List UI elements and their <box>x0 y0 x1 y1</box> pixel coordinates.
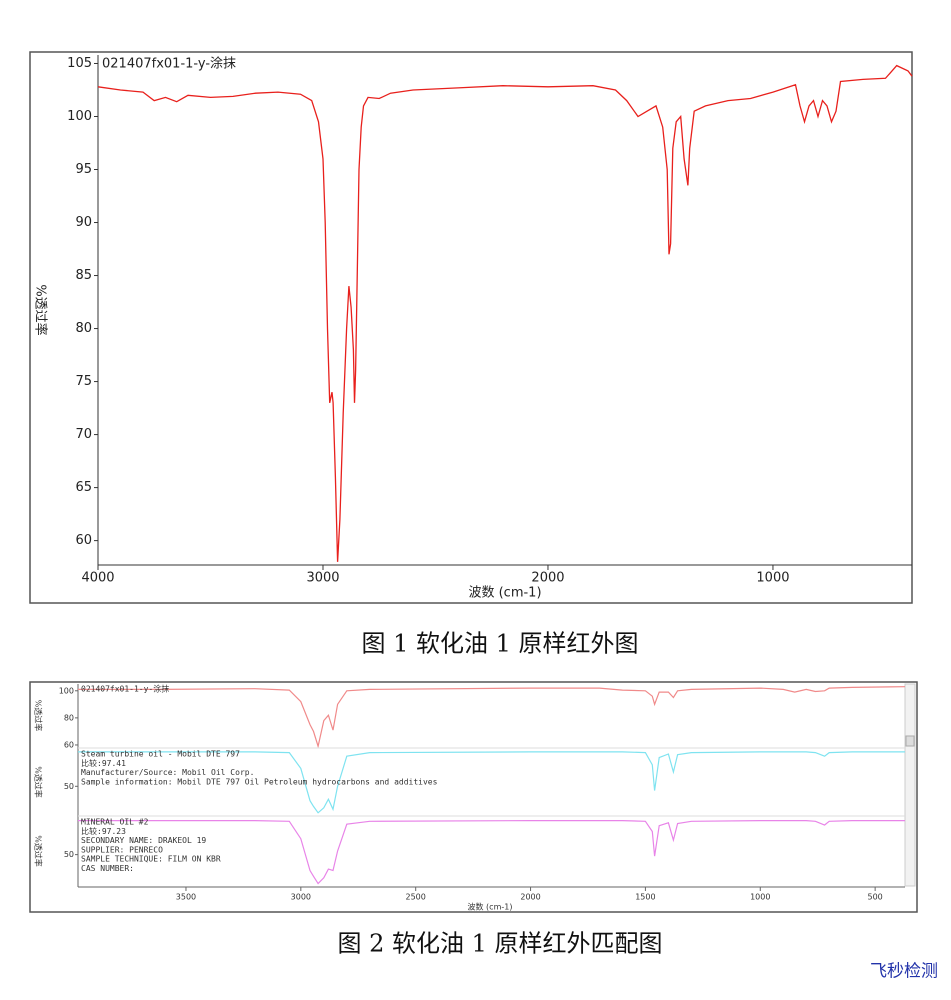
scroll-thumb[interactable] <box>905 735 915 747</box>
spectrum-line <box>78 686 906 749</box>
panel-note: 比较:97.41 <box>81 758 126 768</box>
y-tick-label: 60 <box>75 533 92 548</box>
panel-note: 021407fx01-1-y-涂抹 <box>81 684 169 694</box>
caption: 图 2 软化油 1 原样红外匹配图 <box>337 930 662 958</box>
x-axis-label: 波数 (cm-1) <box>468 586 541 601</box>
caption: 图 1 软化油 1 原样红外图 <box>361 630 638 658</box>
x-tick-label: 3500 <box>176 893 196 902</box>
figure-frame <box>29 681 918 913</box>
figure-frame <box>29 51 913 604</box>
scrollbar[interactable] <box>904 683 916 887</box>
y-tick-label: 65 <box>75 480 92 495</box>
x-axis-label: 波数 (cm-1) <box>468 902 513 912</box>
y-axis-label: %透过率 <box>34 700 44 732</box>
y-tick-label: 50 <box>64 782 74 791</box>
panel-note: Manufacturer/Source: Mobil Oil Corp. <box>81 768 254 777</box>
spectrum-line <box>78 751 905 814</box>
x-tick-label: 2000 <box>520 893 540 902</box>
y-axis-label: %透过率 <box>34 766 44 798</box>
x-tick-label: 2000 <box>531 571 564 586</box>
x-tick-label: 3000 <box>291 893 311 902</box>
spectrum-line <box>78 820 905 885</box>
x-tick-label: 1000 <box>750 893 770 902</box>
panel-note: SUPPLIER: PENRECO <box>81 845 163 854</box>
x-tick-label: 1000 <box>756 571 789 586</box>
y-tick-label: 85 <box>75 268 92 283</box>
watermark: 飞秒检测 <box>870 962 938 982</box>
x-tick-label: 3000 <box>306 571 339 586</box>
x-tick-label: 2500 <box>406 893 426 902</box>
x-tick-label: 4000 <box>81 571 114 586</box>
y-tick-label: 100 <box>59 686 74 695</box>
panel-note: Steam turbine oil - Mobil DTE 797 <box>81 750 240 759</box>
y-tick-label: 80 <box>64 713 74 722</box>
x-tick-label: 500 <box>867 893 882 902</box>
panel-note: 比较:97.23 <box>81 826 126 836</box>
panel-note: CAS NUMBER: <box>81 864 134 873</box>
panel-note: MINERAL OIL #2 <box>81 818 149 827</box>
y-axis-label: %透过率 <box>34 835 44 867</box>
y-tick-label: 80 <box>75 321 92 336</box>
y-tick-label: 75 <box>75 374 92 389</box>
y-axis-label: %透过率 <box>33 284 49 335</box>
y-tick-label: 105 <box>67 56 92 71</box>
panel-note: SAMPLE TECHNIQUE: FILM ON KBR <box>81 855 221 864</box>
x-tick-label: 1500 <box>635 893 655 902</box>
y-tick-label: 100 <box>67 109 92 124</box>
chart-title: 021407fx01-1-y-涂抹 <box>102 56 236 72</box>
panel-note: Sample information: Mobil DTE 797 Oil Pe… <box>81 777 438 786</box>
panel-note: SECONDARY NAME: DRAKEOL 19 <box>81 836 206 845</box>
y-tick-label: 70 <box>75 427 92 442</box>
y-tick-label: 60 <box>64 740 74 749</box>
y-tick-label: 50 <box>64 850 74 859</box>
y-tick-label: 95 <box>75 162 92 177</box>
spectrum-line <box>97 64 913 562</box>
y-tick-label: 90 <box>75 215 92 230</box>
